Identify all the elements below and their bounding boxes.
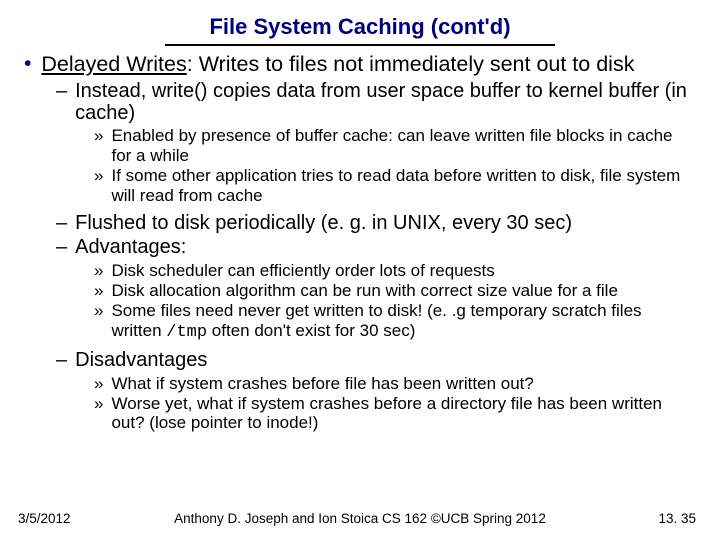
- tmp-code: /tmp: [166, 323, 207, 342]
- footer-date: 3/5/2012: [18, 511, 71, 526]
- raquo-icon: »: [94, 281, 103, 300]
- bullet-level3: » If some other application tries to rea…: [94, 166, 696, 205]
- bullet-level3: » What if system crashes before file has…: [94, 374, 696, 393]
- bullet-level3: » Some files need never get written to d…: [94, 301, 696, 342]
- page-title: File System Caching (cont'd): [24, 14, 696, 40]
- bullet1-text: Delayed Writes: Writes to files not imme…: [41, 52, 696, 76]
- delayed-writes-rest: : Writes to files not immediately sent o…: [187, 52, 635, 76]
- delayed-writes-heading: Delayed Writes: [41, 52, 186, 76]
- b1-3-3-text: Some files need never get written to dis…: [111, 301, 696, 342]
- bullet-level2: – Flushed to disk periodically (e. g. in…: [56, 212, 696, 234]
- dash-icon: –: [56, 212, 67, 234]
- bullet-level2: – Instead, write() copies data from user…: [56, 80, 696, 125]
- bullet-level3: » Worse yet, what if system crashes befo…: [94, 394, 696, 433]
- dash-icon: –: [56, 236, 67, 258]
- b1-3-3b: often don't exist for 30 sec): [207, 321, 415, 340]
- b1-1-2-text: If some other application tries to read …: [111, 166, 696, 205]
- raquo-icon: »: [94, 261, 103, 280]
- slide: File System Caching (cont'd) • Delayed W…: [0, 0, 720, 540]
- b1-2-text: Flushed to disk periodically (e. g. in U…: [75, 212, 696, 234]
- raquo-icon: »: [94, 166, 103, 205]
- bullet-level2: – Advantages:: [56, 236, 696, 258]
- bullet-level2: – Disadvantages: [56, 349, 696, 371]
- b1-3-2-text: Disk allocation algorithm can be run wit…: [111, 281, 696, 300]
- b1-3-text: Advantages:: [75, 236, 696, 258]
- raquo-icon: »: [94, 301, 103, 342]
- footer-center: Anthony D. Joseph and Ion Stoica CS 162 …: [0, 511, 720, 526]
- b1-4-1-text: What if system crashes before file has b…: [111, 374, 696, 393]
- raquo-icon: »: [94, 126, 103, 165]
- bullet-level3: » Disk allocation algorithm can be run w…: [94, 281, 696, 300]
- bullet-level1: • Delayed Writes: Writes to files not im…: [24, 52, 696, 76]
- bullet-level3: » Enabled by presence of buffer cache: c…: [94, 126, 696, 165]
- b1-4-2-text: Worse yet, what if system crashes before…: [111, 394, 696, 433]
- bullet-level3: » Disk scheduler can efficiently order l…: [94, 261, 696, 280]
- dash-icon: –: [56, 80, 67, 125]
- footer: 3/5/2012 Anthony D. Joseph and Ion Stoic…: [0, 511, 720, 526]
- b1-4-text: Disadvantages: [75, 349, 696, 371]
- dash-icon: –: [56, 349, 67, 371]
- b1-3-1-text: Disk scheduler can efficiently order lot…: [111, 261, 696, 280]
- b1-1-1-text: Enabled by presence of buffer cache: can…: [111, 126, 696, 165]
- bullet-dot-icon: •: [24, 52, 31, 76]
- raquo-icon: »: [94, 374, 103, 393]
- title-underline: [165, 44, 555, 46]
- footer-page: 13. 35: [658, 511, 696, 526]
- raquo-icon: »: [94, 394, 103, 433]
- b1-1-text: Instead, write() copies data from user s…: [75, 80, 696, 125]
